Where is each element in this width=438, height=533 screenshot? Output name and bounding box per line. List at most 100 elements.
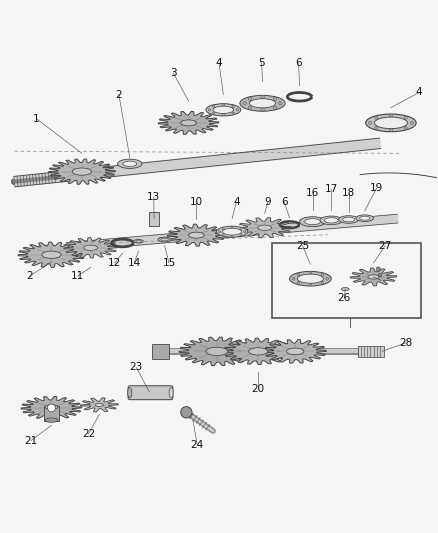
Text: 25: 25 <box>296 240 309 251</box>
Ellipse shape <box>300 217 325 227</box>
Circle shape <box>261 95 264 99</box>
Circle shape <box>309 271 312 274</box>
Ellipse shape <box>206 347 228 356</box>
Text: 4: 4 <box>233 197 240 207</box>
Polygon shape <box>238 217 292 238</box>
Ellipse shape <box>123 161 137 166</box>
Circle shape <box>309 283 312 286</box>
Circle shape <box>410 122 413 124</box>
Text: 19: 19 <box>370 183 383 193</box>
Circle shape <box>374 126 378 130</box>
Text: 6: 6 <box>295 58 302 68</box>
Ellipse shape <box>366 114 416 132</box>
Circle shape <box>222 233 224 236</box>
Polygon shape <box>264 340 326 363</box>
Text: 18: 18 <box>342 188 355 198</box>
Polygon shape <box>80 398 118 412</box>
Ellipse shape <box>134 239 143 243</box>
Ellipse shape <box>360 216 370 220</box>
Ellipse shape <box>305 219 321 224</box>
Polygon shape <box>21 397 82 419</box>
Circle shape <box>208 109 211 111</box>
Circle shape <box>279 102 282 105</box>
Circle shape <box>297 281 300 284</box>
Polygon shape <box>167 224 226 246</box>
Circle shape <box>222 104 225 106</box>
Ellipse shape <box>339 216 359 223</box>
Ellipse shape <box>290 271 331 286</box>
FancyBboxPatch shape <box>358 346 385 357</box>
Polygon shape <box>14 138 381 187</box>
Ellipse shape <box>161 238 169 241</box>
Ellipse shape <box>45 406 58 410</box>
Text: 2: 2 <box>116 90 122 100</box>
FancyBboxPatch shape <box>44 406 59 421</box>
Circle shape <box>222 228 224 230</box>
Circle shape <box>218 231 220 233</box>
FancyBboxPatch shape <box>149 212 159 225</box>
Ellipse shape <box>250 99 276 108</box>
Circle shape <box>326 277 329 280</box>
Circle shape <box>244 231 246 233</box>
Circle shape <box>240 228 242 230</box>
Text: 20: 20 <box>251 384 265 394</box>
Polygon shape <box>49 159 115 184</box>
Circle shape <box>374 116 378 119</box>
Text: 17: 17 <box>325 184 338 194</box>
Circle shape <box>404 116 407 119</box>
Text: 5: 5 <box>258 58 265 68</box>
Text: 16: 16 <box>306 188 319 198</box>
Ellipse shape <box>84 245 98 251</box>
FancyBboxPatch shape <box>272 244 420 318</box>
Ellipse shape <box>158 237 171 242</box>
Circle shape <box>389 114 392 117</box>
Circle shape <box>231 226 233 228</box>
Ellipse shape <box>45 418 58 422</box>
Ellipse shape <box>297 274 323 283</box>
Circle shape <box>248 106 251 109</box>
Circle shape <box>232 112 234 115</box>
Ellipse shape <box>213 106 234 114</box>
Polygon shape <box>158 111 219 134</box>
Ellipse shape <box>117 159 142 168</box>
Ellipse shape <box>128 387 132 398</box>
Circle shape <box>236 109 239 111</box>
Polygon shape <box>223 338 293 365</box>
Ellipse shape <box>343 217 355 222</box>
Text: 21: 21 <box>25 435 38 446</box>
Circle shape <box>292 277 295 280</box>
Circle shape <box>212 105 215 108</box>
Circle shape <box>389 128 392 132</box>
Circle shape <box>222 114 225 116</box>
Circle shape <box>404 126 407 130</box>
Circle shape <box>248 97 251 101</box>
Ellipse shape <box>258 225 272 230</box>
Ellipse shape <box>42 251 61 259</box>
Ellipse shape <box>95 403 103 406</box>
Circle shape <box>231 235 233 237</box>
Polygon shape <box>66 214 398 251</box>
Text: 27: 27 <box>378 240 392 251</box>
Ellipse shape <box>206 104 241 116</box>
Circle shape <box>378 273 382 277</box>
Ellipse shape <box>45 405 58 409</box>
Text: 9: 9 <box>265 197 271 207</box>
Circle shape <box>273 97 277 101</box>
Ellipse shape <box>136 240 141 242</box>
FancyBboxPatch shape <box>128 386 173 400</box>
Text: 11: 11 <box>71 271 84 281</box>
FancyBboxPatch shape <box>152 344 169 359</box>
Text: 2: 2 <box>26 271 33 281</box>
Polygon shape <box>64 238 117 258</box>
Circle shape <box>240 233 242 236</box>
Ellipse shape <box>181 120 196 126</box>
Text: 4: 4 <box>416 87 423 98</box>
Text: 6: 6 <box>281 197 288 207</box>
Text: 28: 28 <box>399 338 413 348</box>
Text: 23: 23 <box>130 362 143 373</box>
Circle shape <box>297 273 300 276</box>
Circle shape <box>232 105 234 108</box>
Circle shape <box>47 404 55 412</box>
Text: 1: 1 <box>33 114 39 124</box>
Ellipse shape <box>169 387 173 398</box>
